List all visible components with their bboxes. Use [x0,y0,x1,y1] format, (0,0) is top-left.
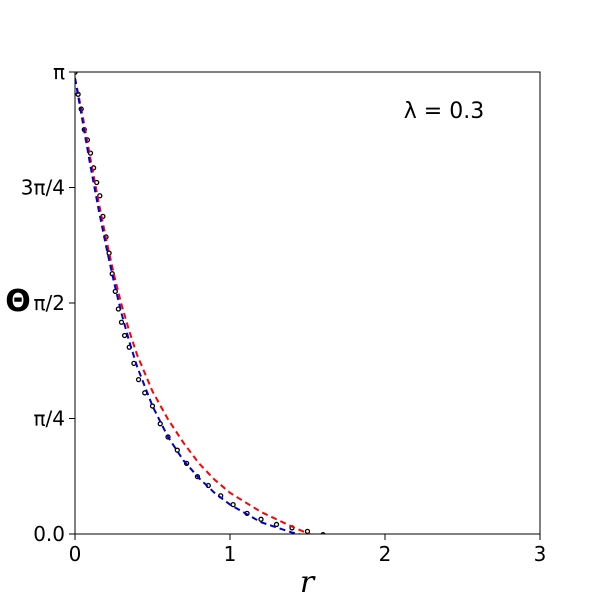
data-point [97,193,103,199]
x-tick-label: 2 [379,542,392,566]
data-point [337,535,341,539]
data-point [304,528,311,534]
blue-dashed-line [75,77,303,534]
data-point [118,319,125,325]
data-point [183,460,190,467]
plot-area [75,72,527,554]
data-point [461,546,465,550]
marker-series [75,72,527,554]
data-point [94,179,100,186]
data-point [476,547,480,551]
data-point [194,473,201,480]
data-point [320,531,326,534]
x-tick-label: 1 [224,542,237,566]
y-tick-label: 3π/4 [21,175,65,199]
red-dashed-line [75,77,312,534]
y-tick-label: π/2 [33,291,65,315]
data-point [492,548,496,552]
data-point [135,376,142,383]
data-point [230,501,236,508]
data-point [106,250,112,256]
data-point [507,549,511,553]
data-point [121,332,128,339]
data-point [414,543,418,547]
y-tick-label: 0.0 [33,522,65,546]
x-axis: 0 1 2 3 [69,534,547,566]
y-tick-label: π/4 [33,406,65,430]
plot-frame [74,71,541,535]
y-axis: 0.0 π/4 π/2 3π/4 π [21,60,75,546]
x-tick-label: 3 [534,542,547,566]
x-tick-label: 0 [69,542,82,566]
data-point [273,521,280,528]
x-axis-label: r [300,565,316,600]
y-axis-label: Θ [5,284,31,319]
data-point [87,150,94,156]
data-point [523,550,527,554]
data-point [258,516,264,522]
data-point [368,539,372,543]
data-point [430,544,434,548]
lambda-annotation: λ = 0.3 [404,99,484,124]
data-point [352,537,356,541]
data-point [445,545,449,549]
data-point [399,541,403,545]
y-tick-label: π [53,60,65,84]
